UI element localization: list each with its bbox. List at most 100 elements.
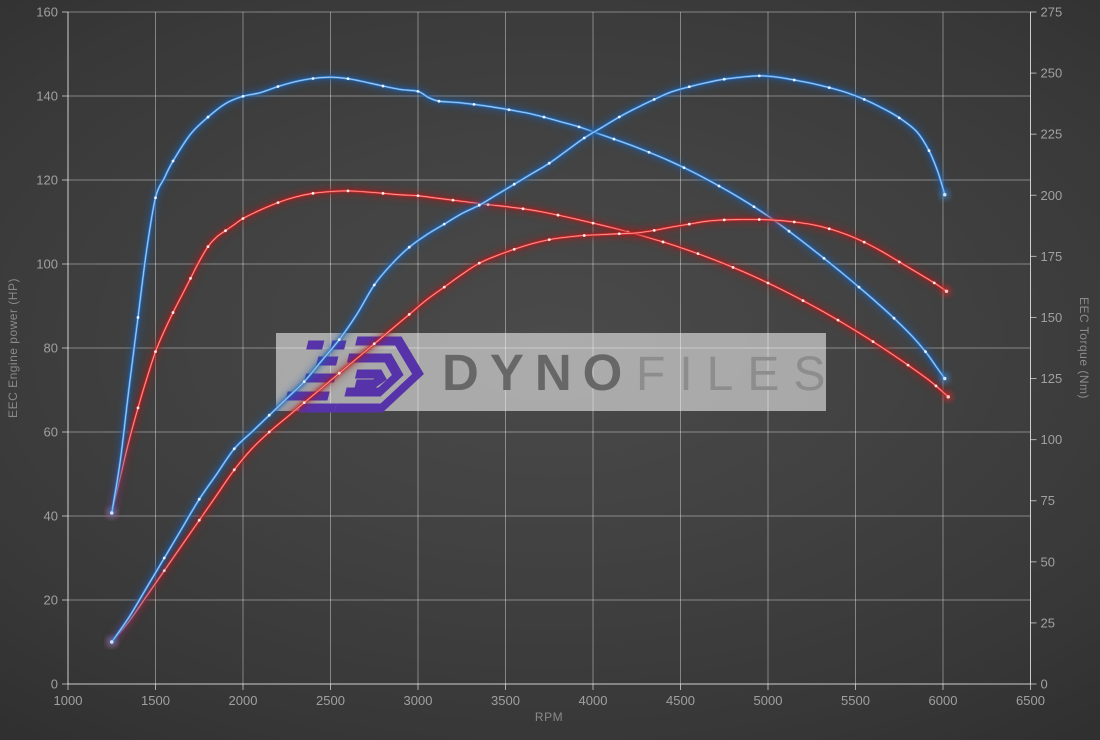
data-point-marker — [472, 102, 476, 106]
x-tick-label: 4000 — [579, 693, 608, 708]
left-tick-label: 80 — [44, 341, 58, 356]
watermark: DYNO FILES — [276, 333, 839, 413]
data-point-marker — [717, 184, 721, 188]
data-point-marker — [801, 299, 805, 302]
data-point-marker — [857, 285, 861, 289]
x-axis-tick-labels: 1000 1500 2000 2500 3000 3500 4000 4500 5000 5500… — [54, 693, 1045, 708]
curve-endpoint-dot — [946, 395, 950, 399]
data-point-marker — [682, 166, 686, 170]
data-point-marker — [722, 218, 726, 222]
x-tick-label: 2000 — [229, 693, 258, 708]
right-tick-label: 50 — [1041, 554, 1055, 569]
dyno-curves — [107, 71, 953, 647]
data-point-marker — [871, 340, 875, 344]
data-point-marker — [267, 413, 271, 417]
right-tick-label: 275 — [1041, 5, 1063, 20]
data-point-marker — [154, 350, 157, 354]
right-tick-label: 175 — [1041, 249, 1063, 264]
curve-endpoint-dot — [944, 289, 949, 293]
data-point-marker — [652, 97, 656, 101]
data-point-marker — [224, 229, 227, 233]
data-point-marker — [302, 380, 306, 383]
right-tick-label: 225 — [1041, 127, 1063, 142]
data-point-marker — [766, 281, 770, 285]
x-tick-label: 3000 — [404, 693, 433, 708]
data-point-marker — [477, 203, 481, 207]
x-axis-title: RPM — [535, 710, 563, 724]
right-tick-label: 250 — [1041, 66, 1063, 81]
data-point-marker — [372, 283, 376, 287]
data-point-marker — [154, 196, 157, 200]
data-point-marker — [547, 238, 551, 242]
right-axis-tick-labels: 0 25 50 75 100 125 150 175 200 225 250 275 — [1041, 5, 1063, 692]
data-point-marker — [337, 338, 341, 341]
curve-endpoint-dot — [943, 193, 947, 197]
data-point-marker — [582, 234, 586, 237]
data-point-marker — [591, 221, 595, 225]
data-point-marker — [521, 207, 525, 211]
data-point-marker — [276, 85, 280, 88]
brand-text-files: FILES — [636, 348, 839, 401]
left-axis-title: EEC Engine power (HP) — [6, 278, 20, 418]
x-tick-label: 6500 — [1016, 693, 1045, 708]
logo-middle-ring — [344, 353, 404, 397]
curve-glow — [108, 214, 950, 645]
data-point-marker — [757, 74, 761, 78]
data-point-marker — [582, 136, 586, 140]
data-point-marker — [337, 371, 341, 375]
data-point-marker — [542, 115, 546, 119]
curve-endpoint-dot — [943, 376, 947, 381]
left-tick-label: 40 — [44, 509, 58, 524]
data-point-marker — [442, 285, 446, 289]
right-tick-label: 200 — [1041, 188, 1063, 203]
left-axis-tick-labels: 0 20 40 60 80 100 120 140 160 — [36, 5, 58, 692]
curve-torque-tuned — [107, 72, 949, 518]
data-point-marker — [934, 384, 938, 388]
data-point-marker — [836, 318, 840, 322]
right-tick-label: 100 — [1041, 432, 1063, 447]
data-point-marker — [892, 316, 896, 320]
data-point-marker — [189, 276, 192, 280]
data-point-marker — [906, 363, 910, 367]
data-point-marker — [652, 229, 656, 232]
data-point-marker — [442, 222, 446, 226]
data-point-marker — [302, 401, 306, 404]
data-point-marker — [787, 229, 791, 233]
data-point-marker — [232, 468, 236, 472]
right-tick-label: 125 — [1041, 371, 1063, 386]
data-point-marker — [241, 94, 245, 98]
data-point-marker — [661, 240, 665, 244]
data-point-marker — [346, 189, 350, 193]
data-point-marker — [276, 201, 280, 205]
data-point-marker — [897, 260, 901, 264]
data-point-marker — [241, 217, 245, 220]
data-point-marker — [547, 161, 551, 165]
curve-core — [111, 75, 946, 643]
data-point-marker — [932, 281, 936, 285]
right-tick-label: 75 — [1041, 493, 1055, 508]
curve-core — [111, 190, 949, 513]
curve-power-tuned — [107, 71, 950, 647]
data-point-marker — [346, 77, 350, 81]
data-point-marker — [416, 194, 420, 198]
right-axis-title: EEC Torque (Nm) — [1077, 297, 1091, 399]
x-tick-label: 4500 — [666, 693, 695, 708]
data-point-marker — [451, 198, 455, 202]
x-tick-label: 1500 — [141, 693, 170, 708]
data-point-marker — [407, 245, 411, 249]
data-point-marker — [687, 85, 691, 89]
data-point-marker — [897, 116, 901, 120]
data-point-marker — [407, 313, 411, 316]
data-point-marker — [171, 311, 175, 314]
data-point-marker — [381, 191, 385, 195]
data-point-marker — [612, 137, 616, 141]
curve-core — [111, 218, 947, 643]
data-point-marker — [647, 150, 651, 154]
data-point-marker — [752, 205, 756, 209]
data-point-marker — [206, 245, 210, 248]
data-point-marker — [311, 191, 315, 195]
data-point-marker — [197, 518, 201, 522]
data-point-marker — [267, 430, 271, 434]
